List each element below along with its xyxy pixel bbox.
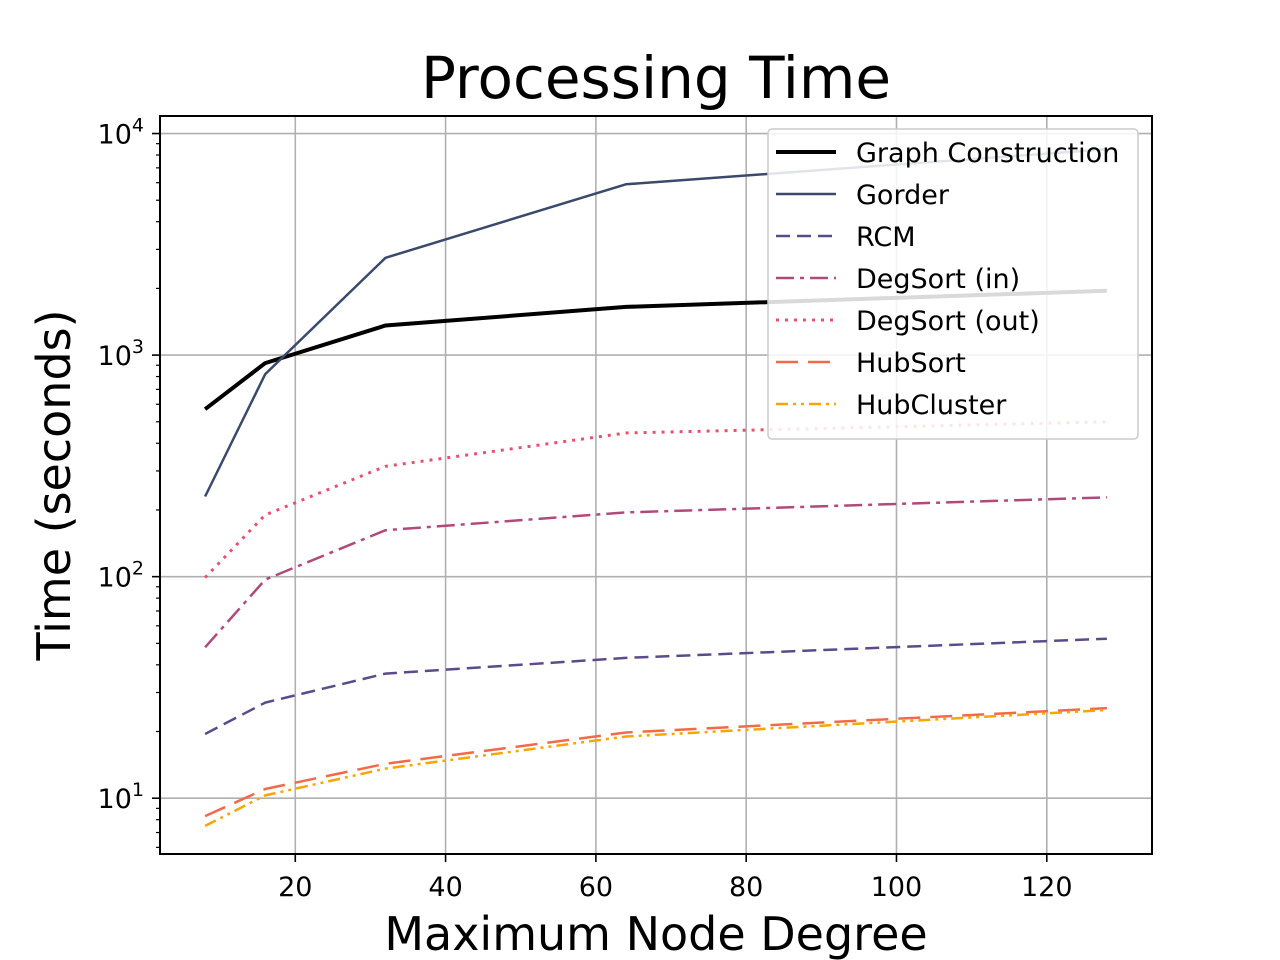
x-tick-label: 20 — [278, 872, 312, 903]
legend-label-graph-construction: Graph Construction — [856, 138, 1119, 169]
y-tick-label: 103 — [98, 336, 144, 372]
legend-label-gorder: Gorder — [856, 180, 950, 211]
y-tick-label: 101 — [98, 779, 144, 815]
x-axis-label: Maximum Node Degree — [384, 907, 927, 960]
series-line-degsort-in — [204, 496, 1107, 649]
x-tick-label: 60 — [579, 872, 613, 903]
series-line-rcm — [204, 637, 1107, 736]
series-line-degsort-out — [204, 420, 1107, 579]
legend-label-degsort-out: DegSort (out) — [856, 306, 1040, 337]
x-axis: 20 40 60 80 100 120 — [278, 854, 1073, 903]
legend: Graph Construction Gorder RCM DegSort (in) D… — [767, 128, 1139, 440]
y-tick-label: 104 — [98, 115, 144, 151]
series-line-hubsort — [204, 706, 1107, 818]
y-axis: 101 102 103 104 — [98, 115, 160, 848]
y-tick-label: 102 — [98, 558, 144, 594]
x-tick-label: 40 — [428, 872, 462, 903]
chart-title: Processing Time — [421, 44, 891, 112]
legend-label-rcm: RCM — [856, 222, 916, 253]
x-tick-label: 80 — [729, 872, 763, 903]
x-tick-label: 100 — [871, 872, 923, 903]
legend-label-degsort-in: DegSort (in) — [856, 264, 1020, 295]
series-line-hubcluster — [204, 708, 1107, 828]
plot-frame — [159, 115, 1153, 855]
legend-box — [767, 128, 1139, 440]
legend-label-hubcluster: HubCluster — [856, 390, 1007, 421]
x-tick-label: 120 — [1021, 872, 1073, 903]
legend-label-hubsort: HubSort — [856, 348, 966, 379]
y-axis-label: Time (seconds) — [27, 309, 81, 661]
